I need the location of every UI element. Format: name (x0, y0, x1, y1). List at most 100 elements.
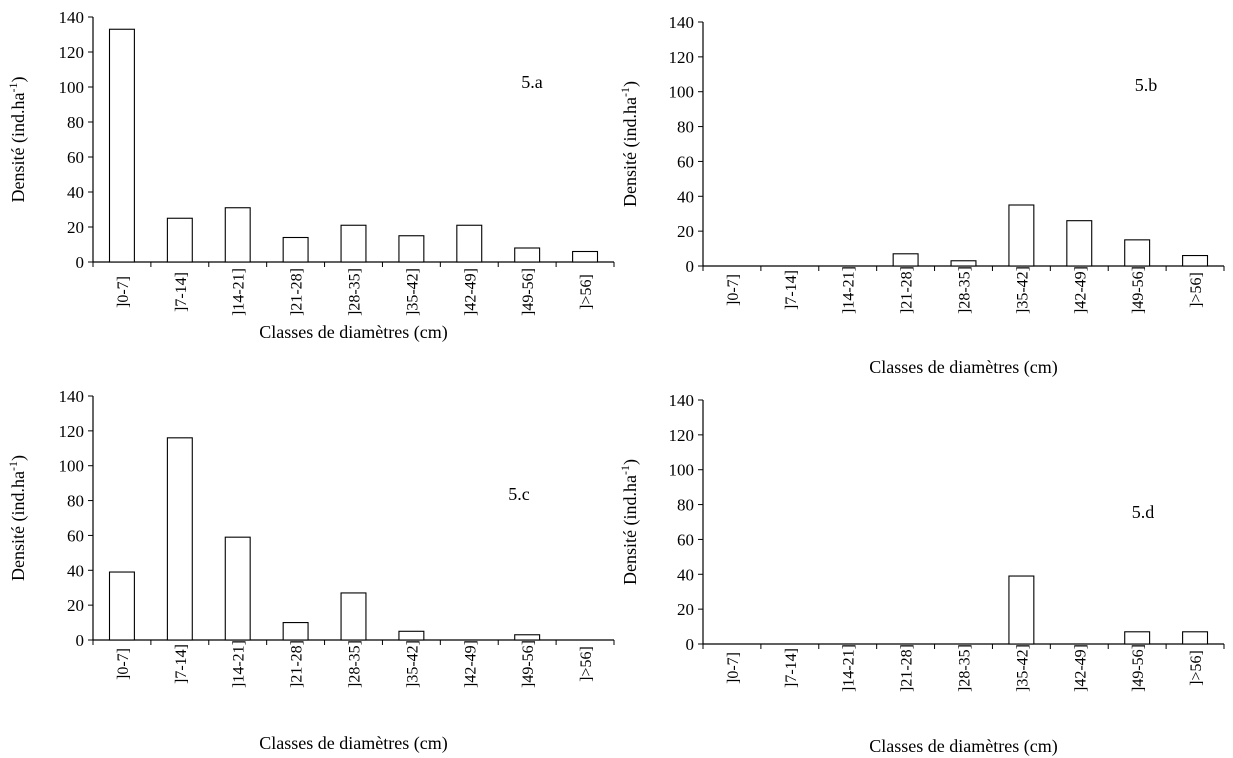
x-tick-label: ]49-56] (1130, 266, 1147, 314)
bar (108, 28, 135, 263)
x-tick-label: ]0-7] (115, 276, 132, 308)
y-tick-label: 140 (669, 391, 695, 410)
y-axis-title-main: Densité (ind.ha (620, 475, 641, 585)
y-tick-label: 0 (686, 257, 695, 276)
x-tick-label: ]49-56] (520, 640, 537, 688)
x-tick-label: ]42-49] (1072, 266, 1089, 314)
y-tick-label: 60 (67, 148, 84, 167)
y-tick-label: 100 (59, 457, 85, 476)
y-tick-label: 40 (67, 183, 84, 202)
y-tick-label: 0 (76, 631, 85, 650)
y-axis-title-superscript: -1 (618, 465, 632, 475)
bar (1124, 239, 1151, 267)
y-axis-title: Densité (ind.ha-1) (618, 81, 641, 207)
x-tick-label: ]0-7] (725, 652, 742, 684)
x-tick-label: ]7-14] (783, 270, 800, 310)
chart-panel-5d: 0 20 40 60 80 100 120 140]0-7]]7-14]]14-21]]21-… (618, 391, 1225, 757)
panel-label: 5.a (521, 72, 543, 92)
y-axis-title-close: ) (8, 77, 29, 83)
y-tick-label: 120 (669, 426, 695, 445)
x-tick-label: ]>56] (1188, 272, 1205, 308)
chart-panel-5a: 0 20 40 60 80 100 120 140]0-7]]7-14]]14-21]]21-… (6, 8, 615, 343)
x-tick-label: ]21-28] (289, 268, 306, 316)
x-tick-label: ]35-42] (1014, 644, 1031, 692)
y-tick-label: 120 (59, 43, 85, 62)
y-tick-label: 100 (669, 461, 695, 480)
x-tick-label: ]49-56] (520, 268, 537, 316)
x-tick-label: ]42-49] (462, 268, 479, 316)
bar (340, 224, 367, 263)
y-axis-title-main: Densité (ind.ha (8, 93, 29, 203)
x-tick-label: ]28-35] (347, 640, 364, 688)
chart-panel-5c: 0 20 40 60 80 100 120 140]0-7]]7-14]]14-21]]21-… (6, 387, 615, 754)
y-tick-label: 140 (669, 13, 695, 32)
x-tick-label: ]7-14] (783, 648, 800, 688)
bar (514, 634, 541, 641)
y-tick-label: 60 (677, 152, 694, 171)
y-axis-title-main: Densité (ind.ha (620, 97, 641, 207)
y-tick-label: 0 (76, 253, 85, 272)
bar (282, 236, 309, 263)
y-tick-label: 140 (59, 387, 85, 406)
x-tick-label: ]0-7] (725, 274, 742, 306)
bar (340, 592, 367, 641)
y-axis-title-superscript: -1 (618, 87, 632, 97)
x-tick-label: ]14-21] (231, 268, 248, 316)
y-tick-label: 20 (677, 600, 694, 619)
y-tick-label: 120 (59, 422, 85, 441)
x-tick-label: ]28-35] (347, 268, 364, 316)
x-tick-label: ]35-42] (404, 640, 421, 688)
x-tick-label: ]14-21] (841, 266, 858, 314)
bar (166, 217, 193, 263)
x-tick-label: ]35-42] (404, 268, 421, 316)
chart-panel-5b: 0 20 40 60 80 100 120 140]0-7]]7-14]]14-21]]21-… (618, 13, 1225, 378)
y-tick-label: 20 (67, 596, 84, 615)
y-axis-title-close: ) (620, 459, 641, 465)
y-axis-title-superscript: -1 (6, 461, 20, 471)
x-tick-label: ]28-35] (957, 644, 974, 692)
x-tick-label: ]14-21] (841, 644, 858, 692)
y-axis-title: Densité (ind.ha-1) (618, 459, 641, 585)
x-axis-title: Classes de diamètres (cm) (259, 733, 447, 754)
x-tick-label: ]42-49] (1072, 644, 1089, 692)
bar (166, 437, 193, 641)
bar (1066, 220, 1093, 267)
x-tick-label: ]21-28] (289, 640, 306, 688)
y-tick-label: 100 (669, 83, 695, 102)
bar (572, 250, 599, 263)
x-tick-label: ]>56] (1188, 650, 1205, 686)
x-tick-label: ]>56] (578, 646, 595, 682)
bar (224, 207, 251, 263)
x-tick-label: ]21-28] (899, 266, 916, 314)
x-tick-label: ]28-35] (957, 266, 974, 314)
y-axis-title-main: Densité (ind.ha (8, 471, 29, 581)
y-tick-label: 20 (677, 222, 694, 241)
bar (1008, 204, 1035, 267)
y-tick-label: 140 (59, 8, 85, 27)
bar (108, 571, 135, 641)
bar (456, 224, 483, 263)
y-axis-title-close: ) (620, 81, 641, 87)
y-tick-label: 100 (59, 78, 85, 97)
y-tick-label: 60 (677, 530, 694, 549)
y-tick-label: 80 (67, 113, 84, 132)
panel-label: 5.c (508, 484, 530, 504)
x-axis-title: Classes de diamètres (cm) (869, 357, 1057, 378)
x-tick-label: ]0-7] (115, 648, 132, 680)
x-tick-label: ]14-21] (231, 640, 248, 688)
bar (514, 247, 541, 263)
y-tick-label: 40 (67, 561, 84, 580)
panel-label: 5.b (1135, 75, 1158, 95)
bar (1124, 631, 1151, 645)
bar (224, 536, 251, 641)
y-tick-label: 80 (67, 492, 84, 511)
x-axis-title: Classes de diamètres (cm) (259, 322, 447, 343)
bar (1182, 631, 1209, 645)
y-tick-label: 40 (677, 187, 694, 206)
bar (1008, 575, 1035, 645)
bar (398, 235, 425, 263)
x-tick-label: ]42-49] (462, 640, 479, 688)
y-axis-title: Densité (ind.ha-1) (6, 455, 29, 581)
bar (282, 622, 309, 641)
